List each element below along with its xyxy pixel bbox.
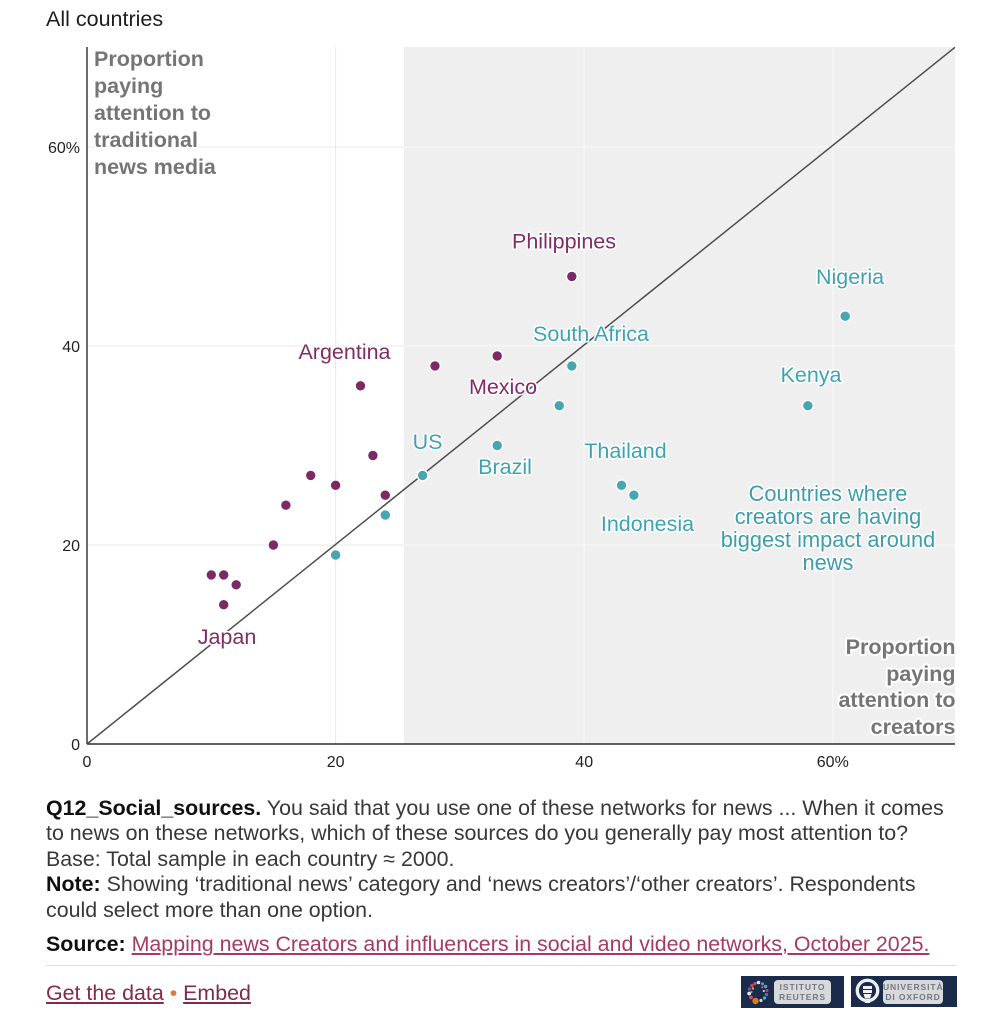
svg-text:0: 0 <box>83 754 92 771</box>
svg-text:paying: paying <box>94 74 163 98</box>
svg-text:60%: 60% <box>817 754 849 771</box>
svg-text:Japan: Japan <box>198 625 257 649</box>
svg-text:40: 40 <box>62 339 80 356</box>
svg-text:Argentina: Argentina <box>298 340 390 364</box>
svg-text:creators are having: creators are having <box>735 504 922 529</box>
svg-text:0: 0 <box>71 737 80 754</box>
svg-text:attention to: attention to <box>94 101 211 125</box>
svg-text:paying: paying <box>886 662 955 686</box>
svg-text:Brazil: Brazil <box>478 455 532 479</box>
svg-text:Thailand: Thailand <box>584 439 666 463</box>
svg-text:biggest impact around: biggest impact around <box>721 527 935 552</box>
svg-text:Nigeria: Nigeria <box>816 265 884 289</box>
svg-text:20: 20 <box>327 754 345 771</box>
svg-text:traditional: traditional <box>94 128 198 152</box>
svg-text:Indonesia: Indonesia <box>601 512 694 536</box>
svg-text:Mexico: Mexico <box>469 375 537 399</box>
svg-text:Proportion: Proportion <box>94 47 204 71</box>
svg-text:creators: creators <box>871 715 956 739</box>
svg-text:20: 20 <box>62 538 80 555</box>
svg-text:60%: 60% <box>48 140 80 157</box>
svg-text:Proportion: Proportion <box>846 635 956 659</box>
svg-text:Philippines: Philippines <box>512 230 616 254</box>
svg-text:attention to: attention to <box>838 688 955 712</box>
svg-text:Countries where: Countries where <box>749 481 908 506</box>
svg-text:Kenya: Kenya <box>781 363 842 387</box>
svg-text:40: 40 <box>575 754 593 771</box>
svg-text:news: news <box>803 550 854 575</box>
svg-text:South Africa: South Africa <box>533 322 649 346</box>
svg-text:US: US <box>413 430 443 454</box>
svg-text:news media: news media <box>94 155 217 179</box>
